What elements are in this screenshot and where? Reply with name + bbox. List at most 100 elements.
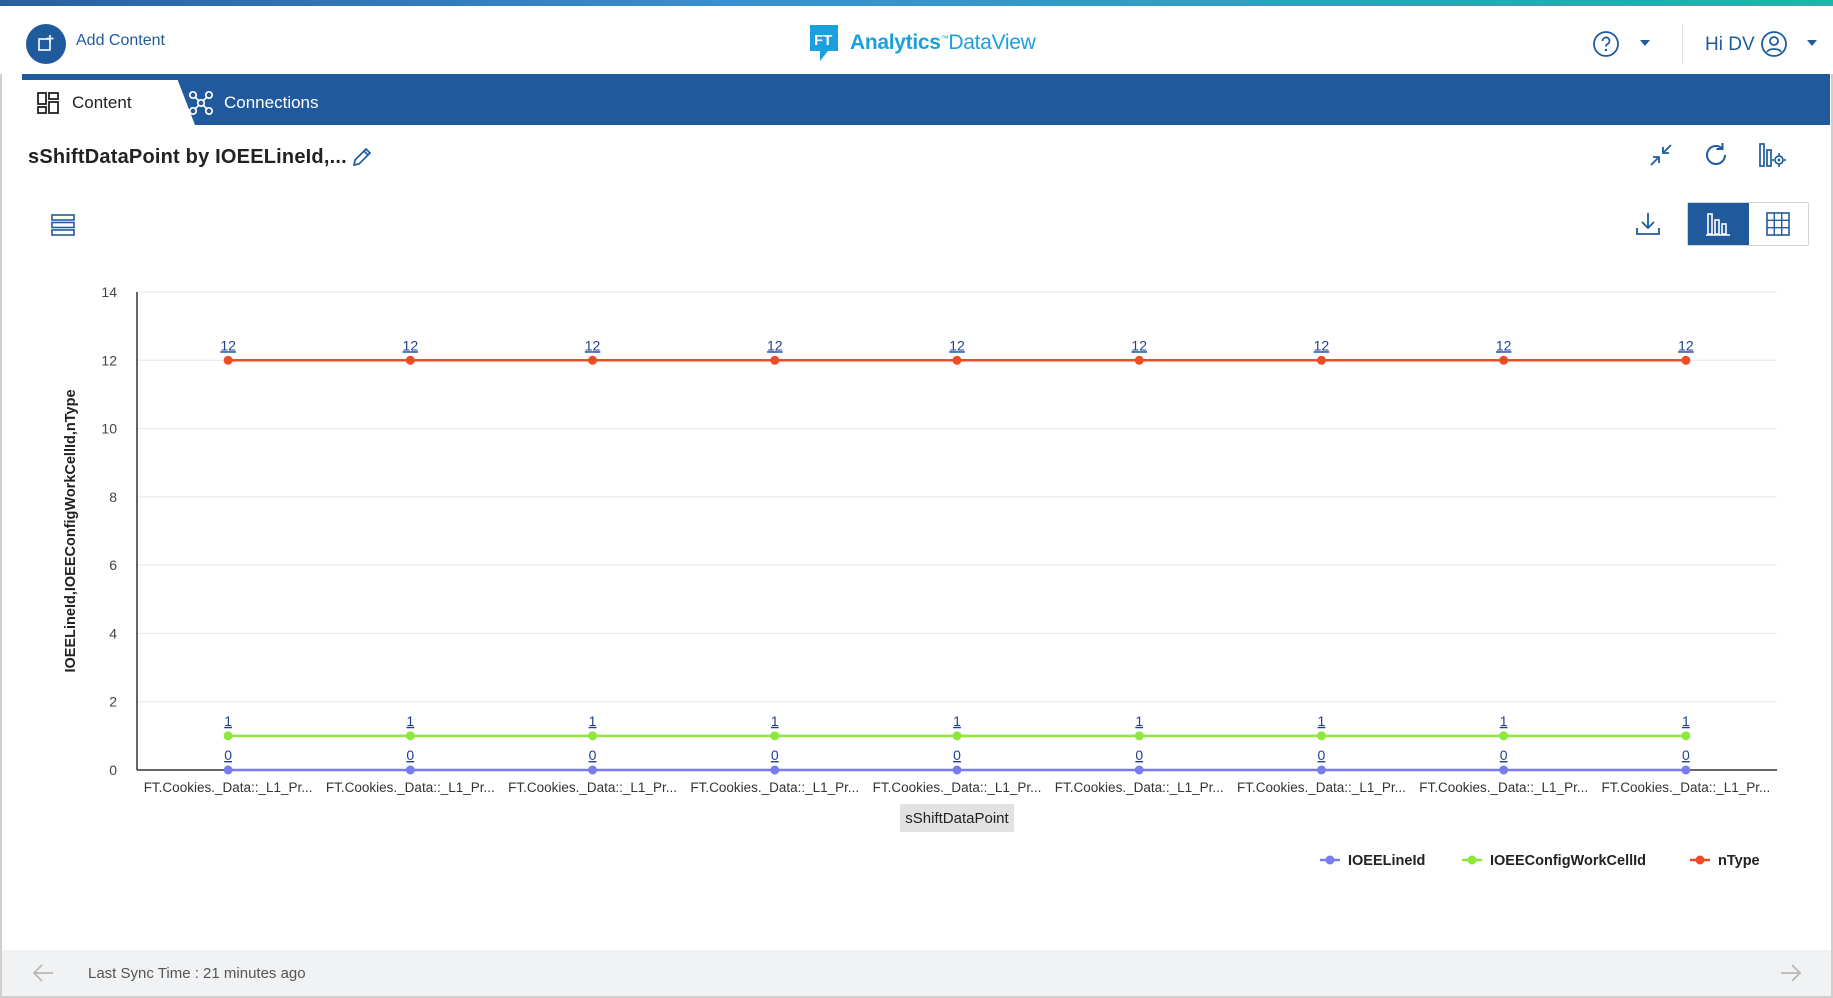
data-point (1499, 355, 1509, 365)
tab-content-label: Content (72, 92, 132, 112)
tab-content[interactable]: Content (22, 80, 195, 125)
data-point (1681, 355, 1691, 365)
app-logo: FT Analytics™DataView (806, 20, 1036, 66)
collapse-icon[interactable] (1647, 141, 1675, 169)
data-point (952, 355, 962, 365)
y-tick-label: 10 (101, 421, 117, 437)
data-label: 1 (953, 713, 961, 729)
x-tick-label: FT.Cookies._Data::_L1_Pr... (1055, 780, 1224, 795)
data-label: 0 (406, 747, 414, 763)
logo-product: DataView (948, 31, 1036, 54)
data-point (770, 765, 780, 775)
table-view-button[interactable] (1748, 203, 1808, 245)
data-label: 12 (1314, 337, 1330, 353)
add-content-label[interactable]: Add Content (76, 32, 165, 49)
tab-connections[interactable]: Connections (188, 80, 319, 125)
data-label: 12 (1678, 337, 1694, 353)
chart-view-button[interactable] (1688, 203, 1749, 245)
legend-marker (1695, 855, 1705, 865)
data-label: 12 (585, 337, 601, 353)
data-label: 12 (220, 337, 236, 353)
top-accent-stripe (0, 0, 1833, 6)
app-header: Add Content FT Analytics™DataView Hi DV (0, 6, 1833, 74)
data-point (1316, 355, 1326, 365)
legend-label: nType (1718, 853, 1760, 869)
x-axis-label-bg (900, 804, 1014, 832)
data-point (223, 731, 233, 741)
data-point (405, 355, 415, 365)
legend-label: IOEEConfigWorkCellId (1490, 853, 1646, 869)
header-divider (1682, 24, 1683, 64)
data-point (588, 765, 598, 775)
logo-trademark: ™ (940, 34, 949, 43)
data-label: 1 (224, 713, 232, 729)
data-label: 0 (953, 747, 961, 763)
data-point (223, 765, 233, 775)
page-title: sShiftDataPoint by IOEELineId,... (28, 146, 347, 168)
data-point (952, 731, 962, 741)
data-label: 0 (1135, 747, 1143, 763)
data-label: 0 (771, 747, 779, 763)
y-tick-label: 14 (101, 284, 117, 300)
user-greeting[interactable]: Hi DV (1705, 34, 1755, 55)
data-label: 0 (1682, 747, 1690, 763)
data-point (1316, 765, 1326, 775)
legend-marker (1325, 855, 1335, 865)
view-toggle (1687, 202, 1809, 246)
user-dropdown-caret[interactable] (1807, 40, 1817, 46)
x-tick-label: FT.Cookies._Data::_L1_Pr... (144, 780, 313, 795)
table-grid-icon (1766, 212, 1791, 236)
data-label: 1 (406, 713, 414, 729)
data-point (1134, 731, 1144, 741)
x-tick-label: FT.Cookies._Data::_L1_Pr... (1601, 780, 1770, 795)
data-point (1681, 765, 1691, 775)
data-point (770, 731, 780, 741)
data-label: 1 (589, 713, 597, 729)
data-point (1134, 355, 1144, 365)
x-tick-label: FT.Cookies._Data::_L1_Pr... (873, 780, 1042, 795)
connections-icon (188, 90, 214, 115)
data-label: 0 (589, 747, 597, 763)
svg-text:FT: FT (814, 32, 832, 49)
x-axis-label: sShiftDataPoint (905, 810, 1009, 827)
tab-connections-label: Connections (224, 92, 319, 112)
data-label: 12 (949, 337, 965, 353)
data-point (588, 731, 598, 741)
download-icon[interactable] (1634, 210, 1662, 238)
y-tick-label: 6 (109, 557, 117, 573)
help-dropdown-caret[interactable] (1640, 40, 1650, 46)
data-point (1499, 765, 1509, 775)
data-label: 1 (1135, 713, 1143, 729)
refresh-icon[interactable] (1701, 140, 1731, 170)
add-content-button[interactable] (26, 24, 66, 64)
data-point (405, 731, 415, 741)
data-label: 12 (1496, 337, 1512, 353)
last-sync-text: Last Sync Time : 21 minutes ago (88, 965, 306, 982)
data-point (405, 765, 415, 775)
y-tick-label: 0 (109, 762, 117, 778)
add-content-icon (38, 35, 54, 51)
field-list-icon[interactable] (50, 212, 76, 238)
y-tick-label: 12 (101, 352, 117, 368)
next-arrow-icon[interactable] (1780, 963, 1802, 983)
data-label: 1 (1682, 713, 1690, 729)
data-point (1134, 765, 1144, 775)
data-label: 0 (1500, 747, 1508, 763)
footer-bar: Last Sync Time : 21 minutes ago (2, 950, 1831, 996)
data-point (1499, 731, 1509, 741)
data-point (952, 765, 962, 775)
user-avatar-icon[interactable] (1760, 30, 1788, 58)
chart-settings-icon[interactable] (1757, 140, 1787, 170)
help-icon[interactable] (1592, 30, 1620, 58)
data-label: 12 (1131, 337, 1147, 353)
data-point (1316, 731, 1326, 741)
data-label: 12 (403, 337, 419, 353)
bar-chart-icon (1706, 213, 1731, 236)
data-label: 1 (771, 713, 779, 729)
data-point (770, 355, 780, 365)
edit-pencil-icon[interactable] (350, 145, 374, 169)
previous-arrow-icon[interactable] (32, 963, 54, 983)
data-label: 1 (1318, 713, 1326, 729)
x-tick-label: FT.Cookies._Data::_L1_Pr... (508, 780, 677, 795)
